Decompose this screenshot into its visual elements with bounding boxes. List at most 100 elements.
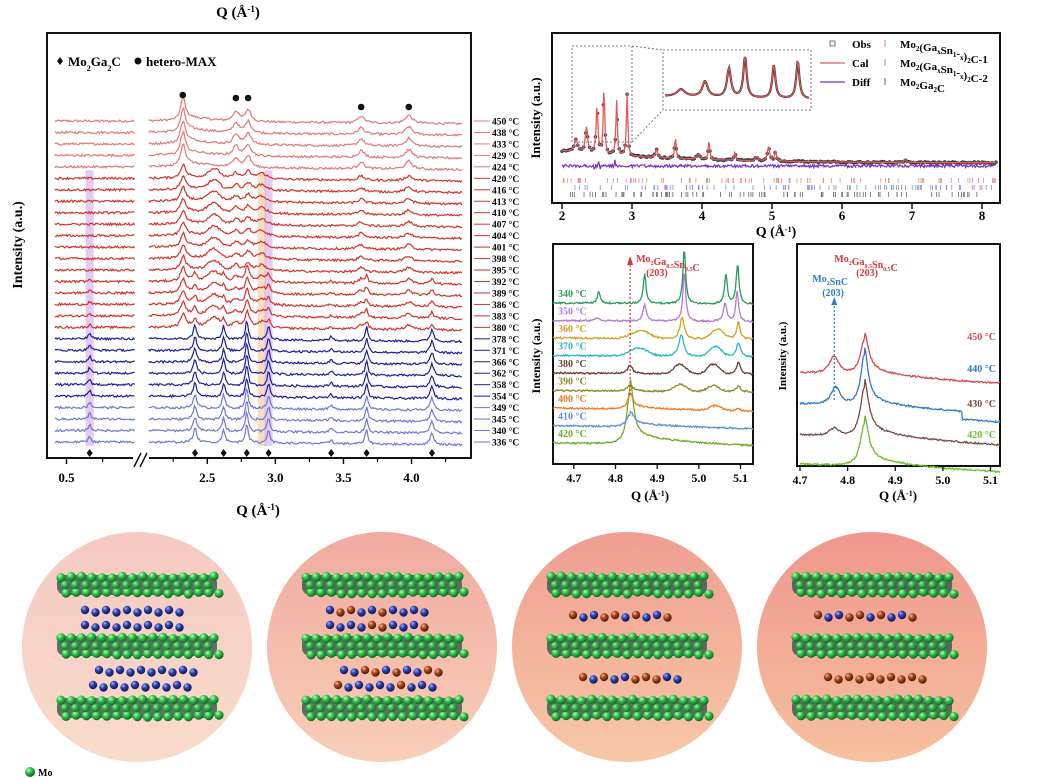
- mo-atom: [194, 710, 204, 720]
- mo-atom: [183, 703, 192, 713]
- xrd-trace-378C: [148, 319, 463, 344]
- mo-atom: [337, 712, 347, 722]
- mo-atom: [459, 649, 469, 659]
- mo-atom: [897, 580, 907, 590]
- mo-atom: [111, 580, 121, 590]
- mo-atom: [683, 641, 692, 651]
- mo-atom: [887, 580, 896, 590]
- mo-atom: [571, 641, 580, 651]
- mo-atom: [693, 580, 702, 590]
- mo-atom: [428, 703, 437, 713]
- mo-atom: [326, 580, 335, 590]
- mo-atom: [168, 573, 178, 583]
- ga-atom: [365, 683, 374, 692]
- mo-atom: [806, 588, 816, 598]
- xrd-trace-380C: [54, 322, 136, 330]
- mo-atom: [704, 711, 714, 721]
- x-tick-label: 5.0: [691, 471, 706, 485]
- mo-atom: [336, 580, 345, 590]
- mo-atom: [643, 587, 653, 597]
- ga-atom: [325, 605, 335, 615]
- mo-atom: [454, 571, 464, 581]
- mo-atom: [357, 711, 367, 721]
- x-tick-label: 5.1: [983, 473, 998, 487]
- ga-atom: [336, 623, 345, 632]
- mo-atom: [168, 633, 178, 644]
- mo-atom: [367, 589, 377, 599]
- ga-atom: [344, 683, 353, 692]
- mo-atom: [178, 572, 188, 582]
- inset-cal: [664, 56, 810, 99]
- ga-atom: [420, 608, 429, 617]
- legend-mo2ga2c-label: Mo2Ga2C: [68, 54, 121, 73]
- mo-atom: [791, 572, 801, 582]
- ga-atom: [133, 608, 142, 617]
- a-layer-row: [94, 665, 198, 677]
- mo-atom: [883, 572, 893, 582]
- mo-atom: [816, 589, 827, 599]
- mo-atom: [91, 641, 100, 651]
- ga-atom: [157, 665, 167, 675]
- mo-atom: [949, 650, 959, 660]
- mo-atom: [418, 703, 427, 713]
- mo-atom: [122, 587, 132, 597]
- mo-atom: [448, 703, 457, 713]
- mo-atom: [347, 712, 357, 722]
- a-layer-row: [813, 610, 917, 622]
- mo-atom: [301, 695, 311, 705]
- mo-atom: [592, 649, 602, 659]
- mo-atom: [367, 648, 377, 659]
- mo-atom: [908, 649, 918, 659]
- mo-atom: [867, 580, 876, 590]
- mo-atom: [939, 650, 949, 660]
- mo-atom: [673, 703, 682, 713]
- ga-atom: [154, 623, 163, 632]
- mo-atom: [397, 641, 406, 651]
- hetero-max-peak-marker: [357, 103, 365, 111]
- mo-slab: [791, 694, 959, 722]
- mo-atom: [112, 587, 122, 597]
- mo-slab: [546, 632, 714, 660]
- mo-atom: [393, 633, 403, 643]
- mo-atom: [862, 694, 873, 704]
- mo-atom: [76, 571, 86, 581]
- mo-atom: [822, 633, 832, 643]
- mo-atom: [102, 649, 112, 659]
- mo-atom: [316, 703, 325, 713]
- mo-atom: [153, 712, 163, 722]
- sn-atom: [336, 608, 345, 617]
- legend-circle-marker: [134, 57, 142, 65]
- mo-atom: [811, 632, 822, 643]
- mo-atom: [97, 573, 107, 583]
- mo-atom: [811, 571, 822, 582]
- x-tick-label: 5.0: [935, 473, 950, 487]
- xrd-trace-383C: [148, 299, 462, 321]
- mo-atom: [683, 580, 692, 590]
- mo-atom: [408, 587, 418, 597]
- mo-atom: [571, 711, 582, 721]
- mo2ga2c-peak-marker: [328, 449, 335, 457]
- mo-atom: [597, 632, 607, 642]
- mo-atom: [393, 695, 403, 706]
- mo-atom: [949, 712, 959, 722]
- mo-atom: [699, 633, 709, 643]
- xrd-trace-424C: [54, 164, 135, 169]
- mo-atom: [663, 703, 672, 713]
- mo-atom: [413, 573, 423, 583]
- sn-atom: [371, 668, 380, 677]
- mo-atom: [153, 649, 163, 659]
- mo-atom: [342, 572, 352, 582]
- mo2ga2c-peak-marker: [220, 449, 227, 457]
- mo-atom: [551, 648, 561, 658]
- mo-atom: [403, 632, 413, 642]
- legend-phase-label: Mo2Ga2C: [900, 77, 945, 95]
- mo-atom: [352, 633, 362, 644]
- sn-atom: [360, 665, 370, 675]
- sn-atom: [631, 610, 641, 620]
- sn-atom: [378, 608, 387, 617]
- mo-atom: [827, 587, 837, 598]
- ga-atom: [399, 608, 408, 617]
- mo-atom: [816, 649, 827, 659]
- mo-atom: [801, 571, 811, 581]
